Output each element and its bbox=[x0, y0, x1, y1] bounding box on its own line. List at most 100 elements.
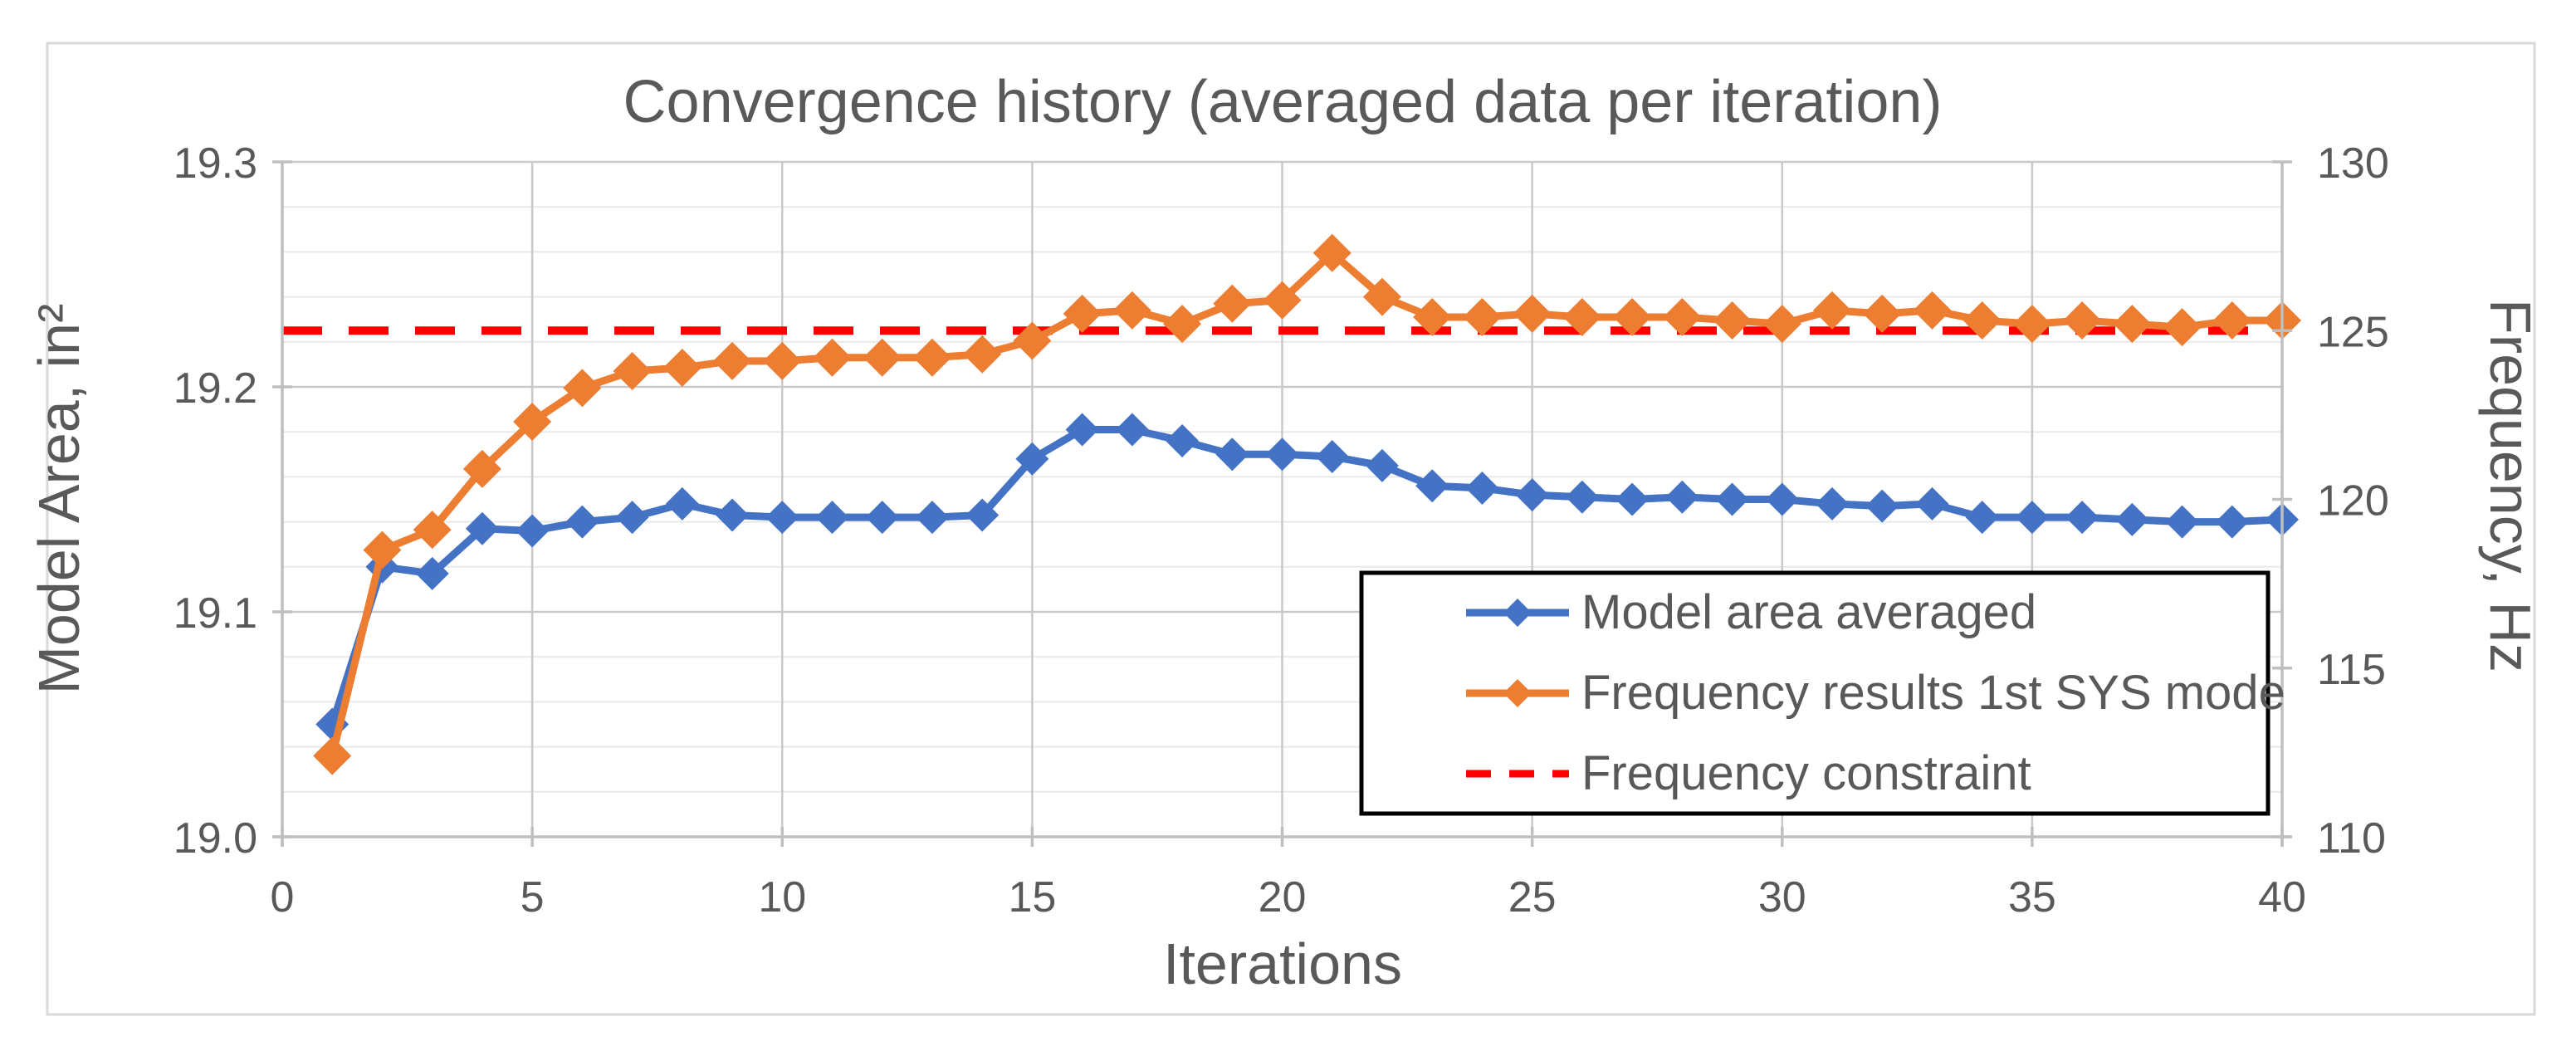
series-model-area-marker bbox=[2215, 505, 2249, 539]
series-frequency-results-marker bbox=[1513, 294, 1552, 333]
series-frequency-results bbox=[313, 233, 2301, 775]
x-axis-tick-label: 40 bbox=[2258, 873, 2306, 921]
series-model-area-marker bbox=[1215, 438, 1249, 472]
series-model-area-marker bbox=[1965, 501, 1999, 535]
series-model-area-marker bbox=[765, 501, 799, 535]
series-frequency-results-marker bbox=[1613, 297, 1652, 336]
series-frequency-results-marker bbox=[313, 736, 352, 775]
right-axis-tick-label: 110 bbox=[2317, 814, 2386, 863]
series-model-area-marker bbox=[1865, 489, 1899, 523]
legend-diamond-model-area bbox=[1503, 599, 1532, 627]
series-model-area-marker bbox=[665, 486, 699, 521]
series-model-area-marker bbox=[1565, 480, 1599, 514]
series-frequency-results-marker bbox=[662, 348, 701, 387]
series-frequency-results-marker bbox=[1863, 294, 1902, 333]
legend-label-frequency-constraint: Frequency constraint bbox=[1581, 746, 2031, 800]
series-frequency-results-marker bbox=[363, 530, 402, 569]
series-model-area bbox=[315, 413, 2299, 741]
series-frequency-results-marker bbox=[763, 341, 802, 380]
series-model-area-marker bbox=[1265, 438, 1299, 472]
series-lines bbox=[313, 233, 2301, 775]
series-model-area-marker bbox=[1465, 471, 1499, 505]
series-model-area-marker bbox=[465, 511, 499, 545]
series-frequency-results-marker bbox=[1013, 321, 1052, 360]
series-model-area-marker bbox=[965, 498, 1000, 532]
x-axis-tick-label: 25 bbox=[1508, 873, 1557, 921]
series-frequency-results-marker bbox=[1413, 297, 1452, 336]
x-axis-tick-label: 0 bbox=[271, 873, 295, 921]
right-axis-tick-label: 125 bbox=[2317, 308, 2389, 356]
series-model-area-marker bbox=[865, 501, 899, 535]
series-model-area-marker bbox=[1765, 482, 1799, 516]
series-model-area-marker bbox=[716, 498, 750, 532]
series-model-area-marker bbox=[1115, 413, 1149, 447]
series-frequency-results-marker bbox=[1663, 297, 1702, 336]
x-axis-tick-label: 15 bbox=[1008, 873, 1056, 921]
series-frequency-results-marker bbox=[912, 338, 951, 377]
series-frequency-results-marker bbox=[2113, 305, 2152, 344]
series-model-area-marker bbox=[415, 556, 449, 590]
series-frequency-results-marker bbox=[413, 511, 452, 550]
series-model-area-marker bbox=[815, 501, 849, 535]
series-model-area-marker bbox=[1715, 482, 1749, 516]
x-axis-tick-label: 5 bbox=[521, 873, 545, 921]
series-frequency-results-marker bbox=[1812, 291, 1851, 330]
chart-title: Convergence history (averaged data per i… bbox=[623, 69, 1943, 135]
series-model-area-marker bbox=[1515, 478, 1549, 512]
series-model-area-marker bbox=[1365, 448, 1399, 482]
series-model-area-marker bbox=[1815, 486, 1849, 521]
series-frequency-results-marker bbox=[462, 449, 501, 488]
legend-diamond-frequency-results bbox=[1503, 679, 1532, 707]
series-model-area-marker bbox=[516, 514, 550, 548]
series-frequency-results-marker bbox=[1562, 297, 1601, 336]
series-frequency-results-marker bbox=[563, 369, 602, 408]
series-frequency-results-marker bbox=[1063, 294, 1102, 333]
series-frequency-results-marker bbox=[813, 338, 852, 377]
left-axis-title: Model Area, in² bbox=[27, 304, 91, 695]
series-frequency-results-marker bbox=[1312, 233, 1352, 272]
series-frequency-results-marker bbox=[1713, 301, 1752, 340]
x-axis-tick-label: 35 bbox=[2008, 873, 2056, 921]
series-model-area-marker bbox=[2165, 505, 2199, 539]
legend-markers bbox=[1466, 599, 1569, 778]
series-frequency-results-marker bbox=[863, 338, 902, 377]
x-axis-tick-label: 20 bbox=[1259, 873, 1307, 921]
left-axis-tick-label: 19.1 bbox=[174, 589, 257, 638]
right-axis-tick-label: 120 bbox=[2317, 477, 2389, 526]
series-frequency-results-marker bbox=[1213, 284, 1252, 323]
series-model-area-marker bbox=[1065, 413, 1099, 447]
series-frequency-results-marker bbox=[713, 341, 752, 380]
series-model-area-marker bbox=[2115, 502, 2149, 536]
series-frequency-results-marker bbox=[2063, 301, 2102, 340]
series-frequency-results-marker bbox=[1112, 291, 1151, 330]
legend-label-model-area: Model area averaged bbox=[1581, 585, 2036, 639]
left-axis-tick-label: 19.3 bbox=[174, 139, 257, 188]
legend-label-frequency-results: Frequency results 1st SYS mode bbox=[1581, 666, 2285, 720]
series-model-area-marker bbox=[615, 501, 649, 535]
right-axis-tick-label: 115 bbox=[2317, 646, 2386, 694]
x-axis-tick-label: 10 bbox=[758, 873, 806, 921]
legend: Model area averaged Frequency results 1s… bbox=[1359, 570, 2285, 816]
series-frequency-results-marker bbox=[613, 352, 652, 391]
left-axis-tick-label: 19.0 bbox=[174, 814, 257, 863]
series-frequency-results-marker bbox=[1762, 305, 1801, 344]
series-frequency-results-marker bbox=[1913, 291, 1952, 330]
right-axis-title: Frequency, Hz bbox=[2478, 299, 2543, 672]
series-frequency-results-line bbox=[328, 249, 2282, 757]
series-frequency-results-marker bbox=[513, 403, 552, 442]
series-frequency-results-marker bbox=[1963, 301, 2002, 340]
series-model-area-marker bbox=[1166, 424, 1200, 458]
series-frequency-results-marker bbox=[2012, 305, 2051, 344]
x-axis-title: Iterations bbox=[1163, 931, 1402, 996]
series-frequency-results-marker bbox=[2163, 308, 2202, 347]
chart-frame bbox=[46, 42, 2536, 1016]
axes bbox=[272, 160, 2292, 847]
series-frequency-results-marker bbox=[963, 335, 1002, 374]
series-model-area-marker bbox=[2065, 501, 2099, 535]
x-axis-tick-label: 30 bbox=[1758, 873, 1806, 921]
left-axis-tick-label: 19.2 bbox=[174, 364, 257, 413]
series-model-area-marker bbox=[565, 505, 599, 539]
series-model-area-marker bbox=[1665, 480, 1699, 514]
series-frequency-results-marker bbox=[1463, 297, 1502, 336]
